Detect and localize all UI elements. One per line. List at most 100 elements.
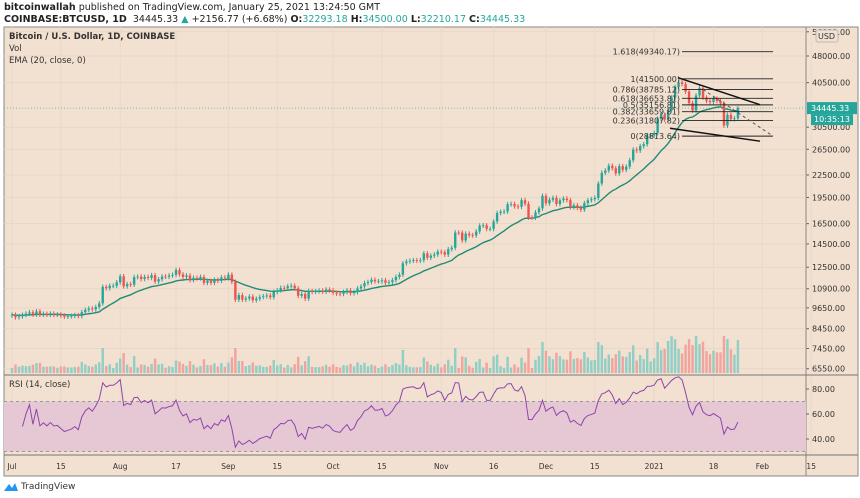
price-tick-label: 40500.00: [812, 79, 850, 88]
volume-bar: [241, 361, 244, 373]
rsi-line: [21, 376, 739, 449]
currency-box: [815, 29, 839, 43]
time-tick-label: 17: [171, 462, 181, 471]
volume-bar: [307, 356, 310, 373]
candle: [715, 98, 719, 101]
candle: [345, 290, 349, 292]
candle: [349, 290, 352, 294]
volume-bar: [401, 349, 405, 373]
volume-bar: [171, 366, 174, 373]
volume-bar: [366, 366, 370, 373]
volume-bar: [328, 366, 331, 373]
author[interactable]: bitcoinwallah: [4, 2, 76, 13]
candle: [478, 225, 481, 232]
volume-bar: [673, 339, 677, 373]
volume-bar: [677, 348, 680, 373]
candle: [673, 86, 677, 98]
high-label: H:: [350, 14, 363, 25]
candle: [523, 200, 527, 204]
volume-bar: [408, 366, 412, 373]
volume-bar: [391, 365, 394, 373]
candle: [467, 233, 471, 236]
candle: [583, 203, 586, 210]
volume-bar: [276, 365, 279, 373]
candle: [314, 291, 317, 293]
high-value: 34500.00: [362, 14, 408, 25]
volume-bar: [300, 365, 303, 373]
candle: [213, 279, 216, 283]
tradingview-logo[interactable]: TradingView: [4, 482, 75, 492]
last-price: 34445.33: [132, 14, 179, 25]
candle: [391, 280, 394, 283]
candle: [98, 303, 101, 308]
candle: [192, 277, 195, 281]
candle: [401, 263, 405, 275]
volume-bar: [715, 352, 719, 373]
volume-bar: [705, 351, 708, 373]
price-chart[interactable]: 56000.0048000.0040500.0030500.0026500.00…: [0, 0, 860, 480]
change: +2156.77 (+6.68%): [191, 14, 288, 25]
candle: [474, 231, 478, 236]
candle: [255, 298, 258, 301]
candle: [59, 314, 63, 316]
volume-bar: [262, 366, 265, 373]
symbol: COINBASE:BTCUSD, 1D: [4, 14, 127, 25]
candle: [188, 275, 192, 281]
candle: [220, 277, 223, 281]
candle: [307, 291, 310, 299]
time-tick-label: 15: [377, 462, 387, 471]
candle: [398, 274, 401, 277]
candle: [537, 208, 541, 213]
candle: [10, 314, 14, 316]
candle: [356, 288, 359, 293]
volume-bar: [209, 365, 213, 373]
candle: [303, 294, 307, 299]
volume-bar: [537, 355, 541, 373]
volume-bar: [370, 364, 373, 373]
volume-bar: [258, 365, 261, 373]
candle: [471, 235, 474, 236]
volume-bar: [178, 361, 181, 373]
volume-bar: [335, 366, 338, 373]
candle: [272, 291, 275, 298]
candle: [698, 87, 701, 96]
volume-bar: [618, 350, 621, 373]
candle: [450, 247, 453, 250]
candle: [370, 279, 373, 282]
volume-bar: [195, 367, 199, 373]
volume-bar: [49, 366, 52, 373]
volume-bar: [363, 362, 366, 373]
volume-bar: [234, 348, 237, 373]
candle: [331, 290, 335, 293]
legend-title: Bitcoin / U.S. Dollar, 1D, COINBASE: [9, 32, 176, 42]
candle: [506, 204, 509, 212]
candle: [35, 311, 38, 315]
candle: [639, 146, 642, 151]
candle: [461, 232, 464, 241]
volume-bar: [87, 365, 90, 373]
volume-bar: [422, 357, 426, 373]
candle: [164, 276, 167, 278]
rsi-tick-label: 80.00: [812, 385, 835, 394]
volume-bar: [94, 364, 97, 373]
volume-bar: [105, 366, 108, 373]
volume-bar: [530, 367, 534, 373]
volume-bar: [223, 366, 227, 373]
volume-bar: [642, 359, 645, 373]
volume-bar: [474, 361, 478, 373]
volume-bar: [670, 336, 673, 373]
fib-level-label: 0.382(33659.81): [613, 108, 680, 117]
volume-bar: [426, 361, 429, 373]
volume-bar: [572, 358, 576, 373]
volume-bar: [377, 368, 380, 373]
volume-bar: [635, 360, 638, 373]
volume-bar: [199, 365, 202, 373]
candle: [565, 198, 569, 201]
candle: [66, 316, 70, 318]
legend-ema: EMA (20, close, 0): [9, 56, 86, 66]
candle: [56, 314, 59, 316]
volume-bar: [24, 366, 28, 373]
candle: [604, 170, 607, 173]
fib-level-label: 0.5(35156.81): [623, 101, 680, 110]
volume-bar: [694, 336, 698, 373]
